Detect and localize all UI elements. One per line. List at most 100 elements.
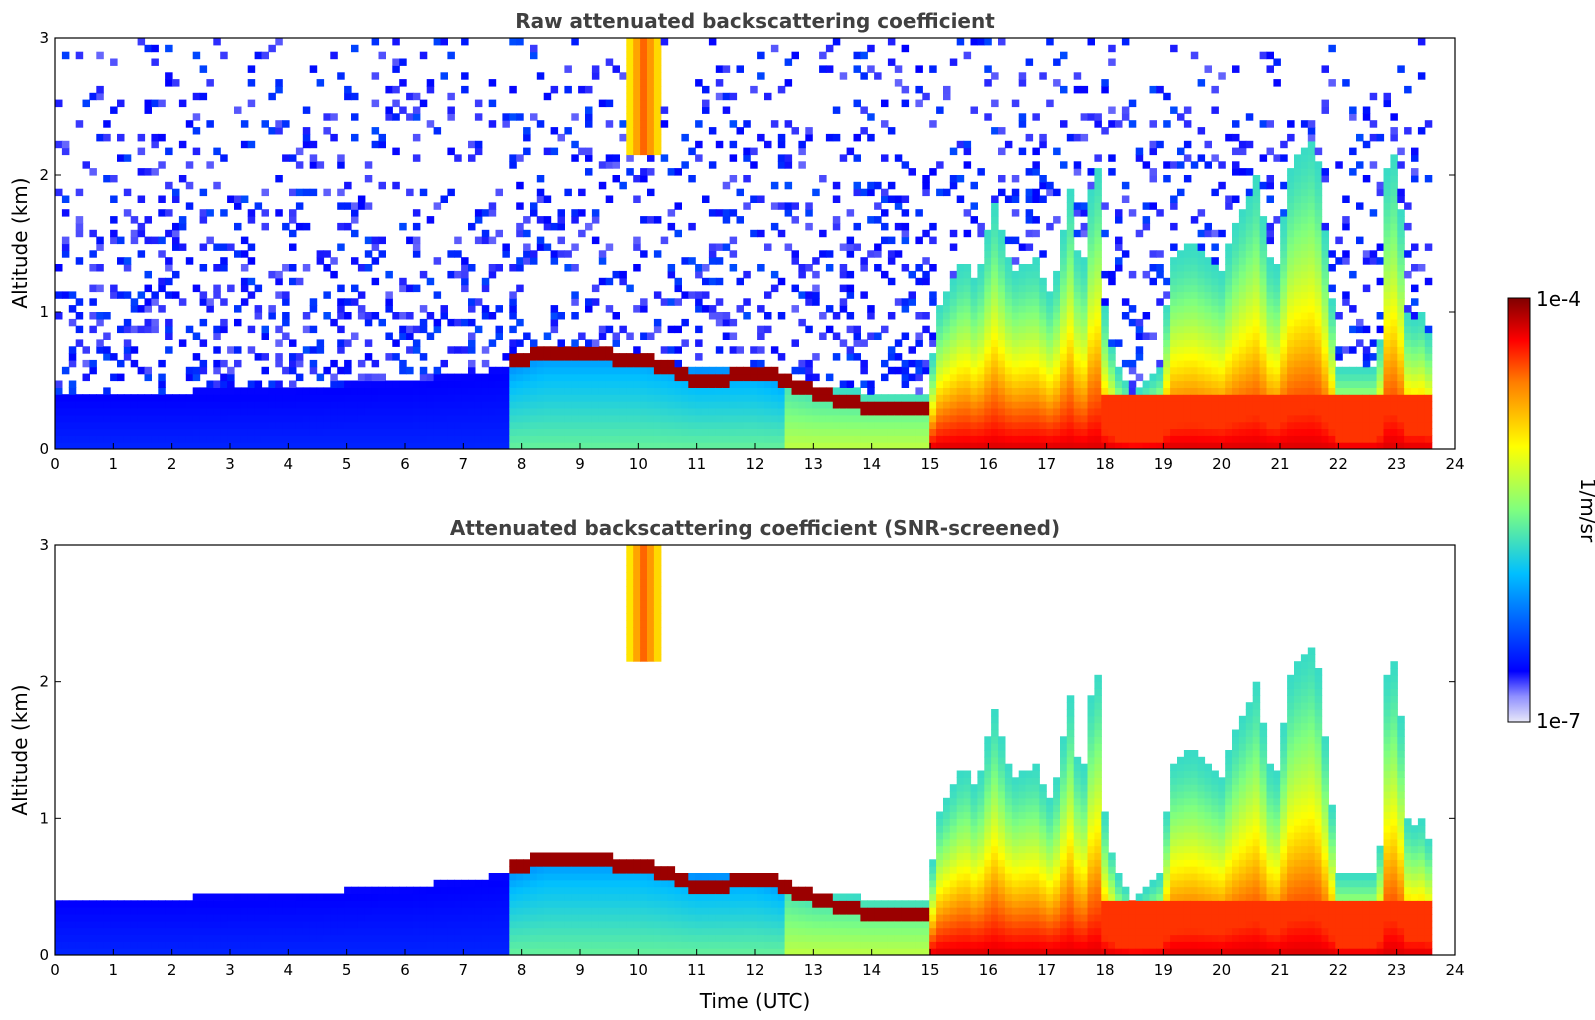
heatmap-cell	[715, 209, 724, 217]
heatmap-cell	[901, 428, 910, 436]
heatmap-cell	[1170, 407, 1178, 416]
heatmap-cell	[282, 435, 290, 443]
heatmap-cell	[1390, 373, 1398, 382]
heatmap-cell	[1190, 346, 1199, 354]
heatmap-cell	[316, 394, 325, 402]
heatmap-cell	[275, 209, 283, 217]
heatmap-cell	[1376, 380, 1385, 388]
heatmap-cell	[1390, 414, 1398, 423]
heatmap-cell	[970, 414, 978, 423]
heatmap-cell	[1108, 120, 1116, 128]
heatmap-cell	[1163, 366, 1171, 375]
heatmap-cell	[653, 113, 662, 121]
heatmap-cell	[819, 229, 827, 238]
heatmap-cell	[791, 401, 799, 409]
heatmap-cell	[853, 387, 861, 395]
heatmap-cell	[901, 421, 910, 429]
heatmap-cell	[1142, 407, 1151, 416]
heatmap-cell	[578, 421, 586, 429]
heatmap-cell	[1177, 318, 1185, 327]
heatmap-cell	[220, 209, 228, 217]
heatmap-cell	[791, 394, 799, 402]
heatmap-cell	[240, 284, 249, 293]
heatmap-cell	[481, 236, 490, 245]
heatmap-cell	[1060, 120, 1068, 128]
heatmap-cell	[1018, 277, 1027, 286]
heatmap-cell	[1411, 359, 1419, 368]
heatmap-cell	[1390, 181, 1398, 190]
heatmap-cell	[110, 236, 118, 245]
heatmap-cell	[509, 407, 517, 416]
heatmap-cell	[330, 387, 338, 395]
heatmap-cell	[1018, 387, 1027, 395]
heatmap-cell	[1356, 373, 1364, 382]
heatmap-cell	[289, 243, 297, 251]
heatmap-cell	[261, 414, 269, 423]
heatmap-cell	[261, 387, 269, 395]
heatmap-cell	[502, 120, 510, 128]
heatmap-cell	[1004, 353, 1013, 361]
heatmap-cell	[571, 442, 579, 449]
heatmap-cell	[1245, 257, 1254, 265]
heatmap-cell	[550, 222, 559, 231]
heatmap-cell	[1225, 428, 1233, 436]
heatmap-cell	[1314, 359, 1323, 368]
heatmap-cell	[702, 277, 710, 286]
heatmap-cell	[1066, 298, 1075, 306]
heatmap-cell	[633, 387, 641, 395]
heatmap-cell	[351, 209, 359, 217]
heatmap-cell	[474, 147, 483, 156]
heatmap-cell	[1383, 284, 1391, 293]
heatmap-cell	[777, 401, 786, 409]
heatmap-cell	[991, 346, 999, 354]
heatmap-cell	[1087, 250, 1095, 258]
heatmap-cell	[68, 401, 77, 409]
heatmap-cell	[956, 401, 965, 409]
heatmap-cell	[165, 291, 173, 299]
heatmap-cell	[419, 401, 428, 409]
heatmap-cell	[1259, 277, 1268, 286]
heatmap-cell	[1039, 332, 1047, 340]
heatmap-cell	[1287, 168, 1295, 176]
heatmap-cell	[1390, 236, 1398, 245]
heatmap-cell	[977, 428, 985, 436]
heatmap-cell	[282, 332, 290, 340]
heatmap-cell	[998, 407, 1006, 416]
heatmap-cell	[302, 312, 311, 320]
heatmap-cell	[1397, 339, 1405, 347]
heatmap-cell	[936, 325, 944, 334]
heatmap-cell	[578, 373, 586, 382]
heatmap-cell	[474, 298, 483, 306]
heatmap-cell	[227, 394, 235, 402]
heatmap-cell	[1259, 120, 1268, 128]
heatmap-cell	[1294, 318, 1302, 327]
heatmap-cell	[1390, 188, 1398, 197]
heatmap-cell	[805, 414, 813, 423]
heatmap-cell	[991, 312, 999, 320]
heatmap-cell	[488, 99, 497, 108]
heatmap-cell	[1266, 318, 1274, 327]
heatmap-cell	[89, 298, 97, 306]
heatmap-cell	[509, 161, 517, 169]
heatmap-cell	[1011, 318, 1020, 327]
heatmap-cell	[1190, 277, 1199, 286]
heatmap-cell	[1294, 264, 1302, 272]
heatmap-cell	[1170, 298, 1178, 306]
heatmap-cell	[853, 428, 861, 436]
heatmap-cell	[653, 127, 662, 135]
heatmap-cell	[1300, 120, 1309, 128]
heatmap-cell	[715, 373, 724, 382]
heatmap-cell	[626, 51, 634, 60]
heatmap-cell	[206, 421, 214, 429]
heatmap-cell	[502, 366, 510, 375]
heatmap-cell	[75, 298, 84, 306]
heatmap-cell	[144, 305, 152, 313]
heatmap-cell	[543, 442, 552, 449]
heatmap-cell	[399, 428, 407, 436]
heatmap-cell	[1390, 229, 1398, 238]
heatmap-cell	[502, 394, 510, 402]
heatmap-cell	[564, 188, 572, 197]
heatmap-cell	[853, 65, 861, 73]
heatmap-cell	[1163, 421, 1171, 429]
heatmap-cell	[1032, 113, 1040, 121]
